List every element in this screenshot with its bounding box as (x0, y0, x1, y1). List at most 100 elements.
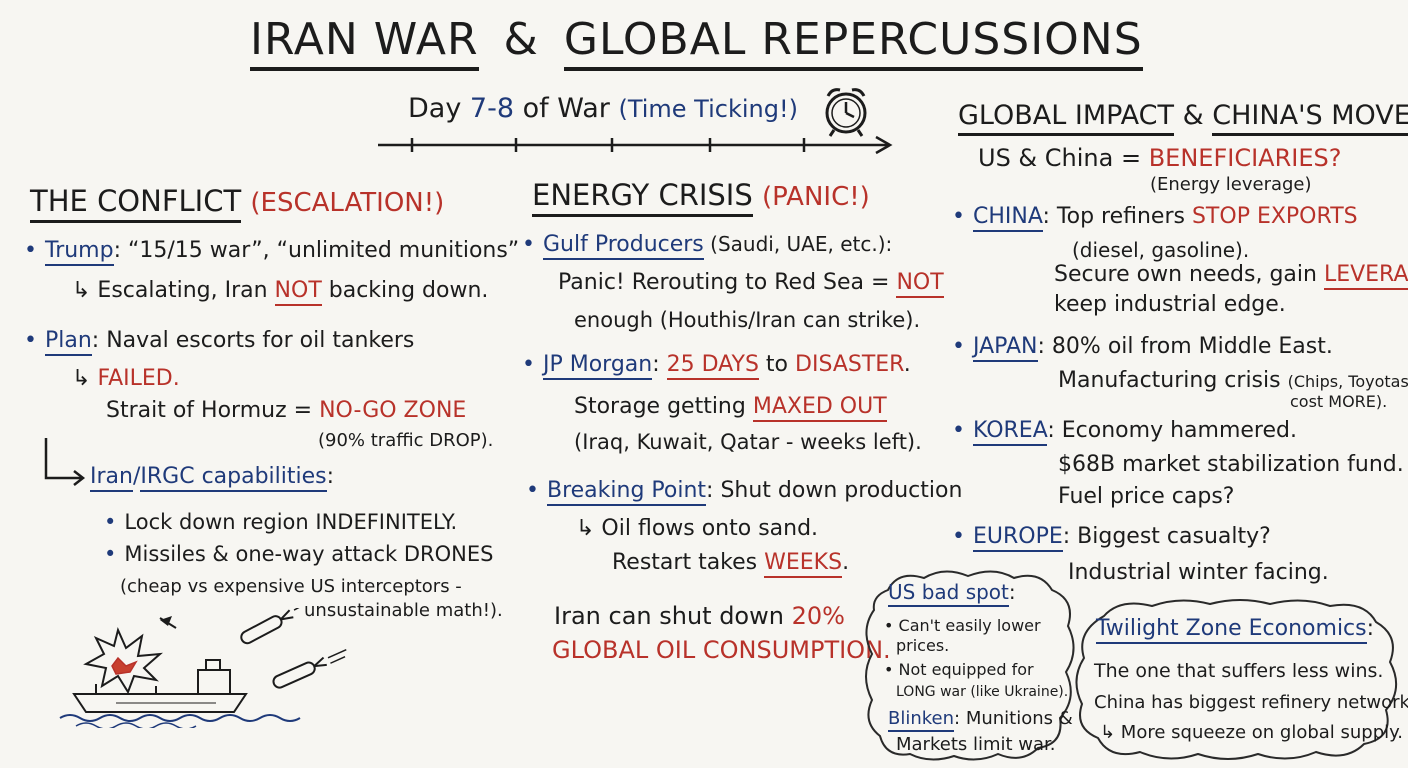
conflict-heading: THE CONFLICT (ESCALATION!) (30, 184, 445, 223)
timeline-label: Day 7-8 of War (Time Ticking!) (408, 93, 798, 124)
twilight-colon: : (1366, 616, 1375, 641)
japan-l3-note: cost MORE). (1290, 392, 1388, 411)
korea-line: KOREA: Economy hammered. (952, 418, 1297, 446)
twilight-l1: The one that suffers less wins. (1094, 660, 1384, 682)
trump-sub-pre: ↳ Escalating, Iran (72, 278, 275, 303)
korea-name: KOREA (972, 418, 1048, 446)
europe-l2: Industrial winter facing. (1068, 560, 1329, 585)
iran-l1-pct: 20% (791, 602, 845, 630)
europe-name: EUROPE (972, 524, 1063, 552)
iran-bullet-1: Lock down region INDEFINITELY. (104, 510, 457, 534)
blinken-line: Blinken: Munitions & (888, 708, 1073, 732)
iran-bullet-2: Missiles & one-way attack DRONES (104, 542, 493, 566)
hormuz-line: Strait of Hormuz = NO-GO ZONE (106, 400, 466, 422)
china-l1-pre: : Top refiners (1042, 204, 1192, 229)
bp-l3-line: Restart takes WEEKS. (612, 550, 849, 578)
hormuz-pre: Strait of Hormuz = (106, 398, 320, 423)
storage-max: MAXED OUT (752, 394, 887, 422)
korea-l2: $68B market stabilization fund. (1058, 452, 1404, 477)
bp-text: : Shut down production (706, 478, 963, 503)
us-cloud-colon: : (1008, 580, 1016, 604)
korea-l1: : Economy hammered. (1047, 418, 1297, 443)
us-b2a: • Not equipped for (884, 660, 1034, 679)
plan-line: Plan: Naval escorts for oil tankers (24, 328, 415, 356)
iran-colon: : (326, 464, 335, 489)
page-title: IRAN WAR & GLOBAL REPERCUSSIONS (250, 14, 1143, 71)
global-heading-amp: & (1182, 100, 1204, 131)
us-b1b: prices. (896, 636, 950, 655)
timeline-of-war: of War (522, 93, 610, 124)
blinken-name: Blinken (888, 708, 955, 732)
branch-arrow-icon (44, 438, 86, 486)
europe-l1: : Biggest casualty? (1062, 524, 1271, 549)
jpm-line: JP Morgan: 25 DAYS to DISASTER. (522, 352, 911, 380)
us-b1a: • Can't easily lower (884, 616, 1041, 635)
iran-b1: Lock down region INDEFINITELY. (124, 510, 458, 534)
iran-capabilities-line: Iran/IRGC capabilities: (90, 464, 335, 492)
storage-pre: Storage getting (574, 394, 753, 419)
title-part1: IRAN WAR (250, 14, 479, 71)
beneficiaries-line: US & China = BENEFICIARIES? (978, 146, 1341, 170)
title-amp: & (503, 14, 539, 65)
plan-text: : Naval escorts for oil tankers (91, 328, 415, 353)
ben-note: (Energy leverage) (1150, 174, 1312, 195)
iran-b2: Missiles & one-way attack DRONES (124, 542, 494, 566)
global-heading-1: GLOBAL IMPACT (958, 100, 1175, 136)
iran-slash: / (132, 464, 141, 489)
us-cloud-heading-line: US bad spot: (888, 580, 1016, 607)
twilight-heading: Twilight Zone Economics (1096, 616, 1367, 644)
ship-attack-sketch (59, 608, 347, 728)
china-l2: (diesel, gasoline). (1072, 238, 1250, 262)
iran-b3: (cheap vs expensive US interceptors - (120, 576, 462, 597)
jpm-dot: . (903, 352, 911, 377)
bp-l3-weeks: WEEKS (764, 550, 843, 578)
plan-failed-text: FAILED. (97, 366, 180, 391)
conflict-heading-text: THE CONFLICT (30, 184, 242, 223)
japan-line: JAPAN: 80% oil from Middle East. (952, 334, 1333, 362)
china-l3-pre: Secure own needs, gain (1054, 262, 1324, 287)
japan-l1: : 80% oil from Middle East. (1037, 334, 1333, 359)
energy-heading-text: ENERGY CRISIS (532, 178, 753, 217)
bp-name: Breaking Point (546, 478, 707, 506)
storage-l2: (Iraq, Kuwait, Qatar - weeks left). (574, 430, 922, 454)
japan-l2-line: Manufacturing crisis (Chips, Toyotas (1058, 370, 1408, 392)
energy-tag: (PANIC!) (762, 182, 870, 212)
conflict-tag: (ESCALATION!) (250, 188, 445, 218)
iran-shutdown-line: Iran can shut down 20% (554, 604, 845, 628)
iran-b4: unsustainable math!). (304, 600, 503, 621)
us-cloud-heading: US bad spot (888, 580, 1009, 607)
trump-quote: : “15/15 war”, “unlimited munitions” (113, 238, 520, 263)
japan-l2-note: (Chips, Toyotas (1287, 372, 1408, 391)
breaking-point-line: Breaking Point: Shut down production (526, 478, 963, 506)
twilight-heading-line: Twilight Zone Economics: (1096, 616, 1375, 644)
timeline-arrow (378, 135, 893, 155)
jpm-disaster: DISASTER (795, 352, 904, 377)
ben: BENEFICIARIES? (1148, 144, 1342, 172)
gulf-l3: enough (Houthis/Iran can strike). (574, 308, 921, 332)
timeline-range: 7-8 (469, 93, 515, 124)
blinken-l2: Markets limit war. (896, 734, 1056, 755)
plan-failed: ↳ FAILED. (72, 366, 180, 391)
plan-name: Plan (44, 328, 92, 356)
hormuz-drop: (90% traffic DROP). (318, 430, 494, 451)
twilight-l3: ↳ More squeeze on global supply. (1100, 722, 1403, 743)
gulf-l2-not: NOT (896, 270, 944, 298)
trump-line: Trump: “15/15 war”, “unlimited munitions… (24, 238, 520, 266)
jpm-name: JP Morgan (542, 352, 653, 380)
gulf-line: Gulf Producers (Saudi, UAE, etc.): (522, 232, 893, 260)
energy-heading: ENERGY CRISIS (PANIC!) (532, 178, 870, 217)
europe-line: EUROPE: Biggest casualty? (952, 524, 1271, 552)
global-heading: GLOBAL IMPACT & CHINA'S MOVE (958, 100, 1408, 136)
china-line: CHINA: Top refiners STOP EXPORTS (952, 204, 1358, 232)
twilight-l2: China has biggest refinery network (1094, 692, 1408, 713)
iran-l2: GLOBAL OIL CONSUMPTION. (552, 636, 891, 664)
gulf-text: (Saudi, UAE, etc.): (703, 232, 893, 256)
gulf-name: Gulf Producers (542, 232, 704, 260)
jpm-to: to (758, 352, 796, 377)
japan-l2: Manufacturing crisis (1058, 368, 1281, 393)
global-heading-2: CHINA'S MOVE (1212, 100, 1408, 136)
trump-sub-post: backing down. (321, 278, 489, 303)
jpm-colon: : (652, 352, 667, 377)
trump-name: Trump (44, 238, 114, 266)
